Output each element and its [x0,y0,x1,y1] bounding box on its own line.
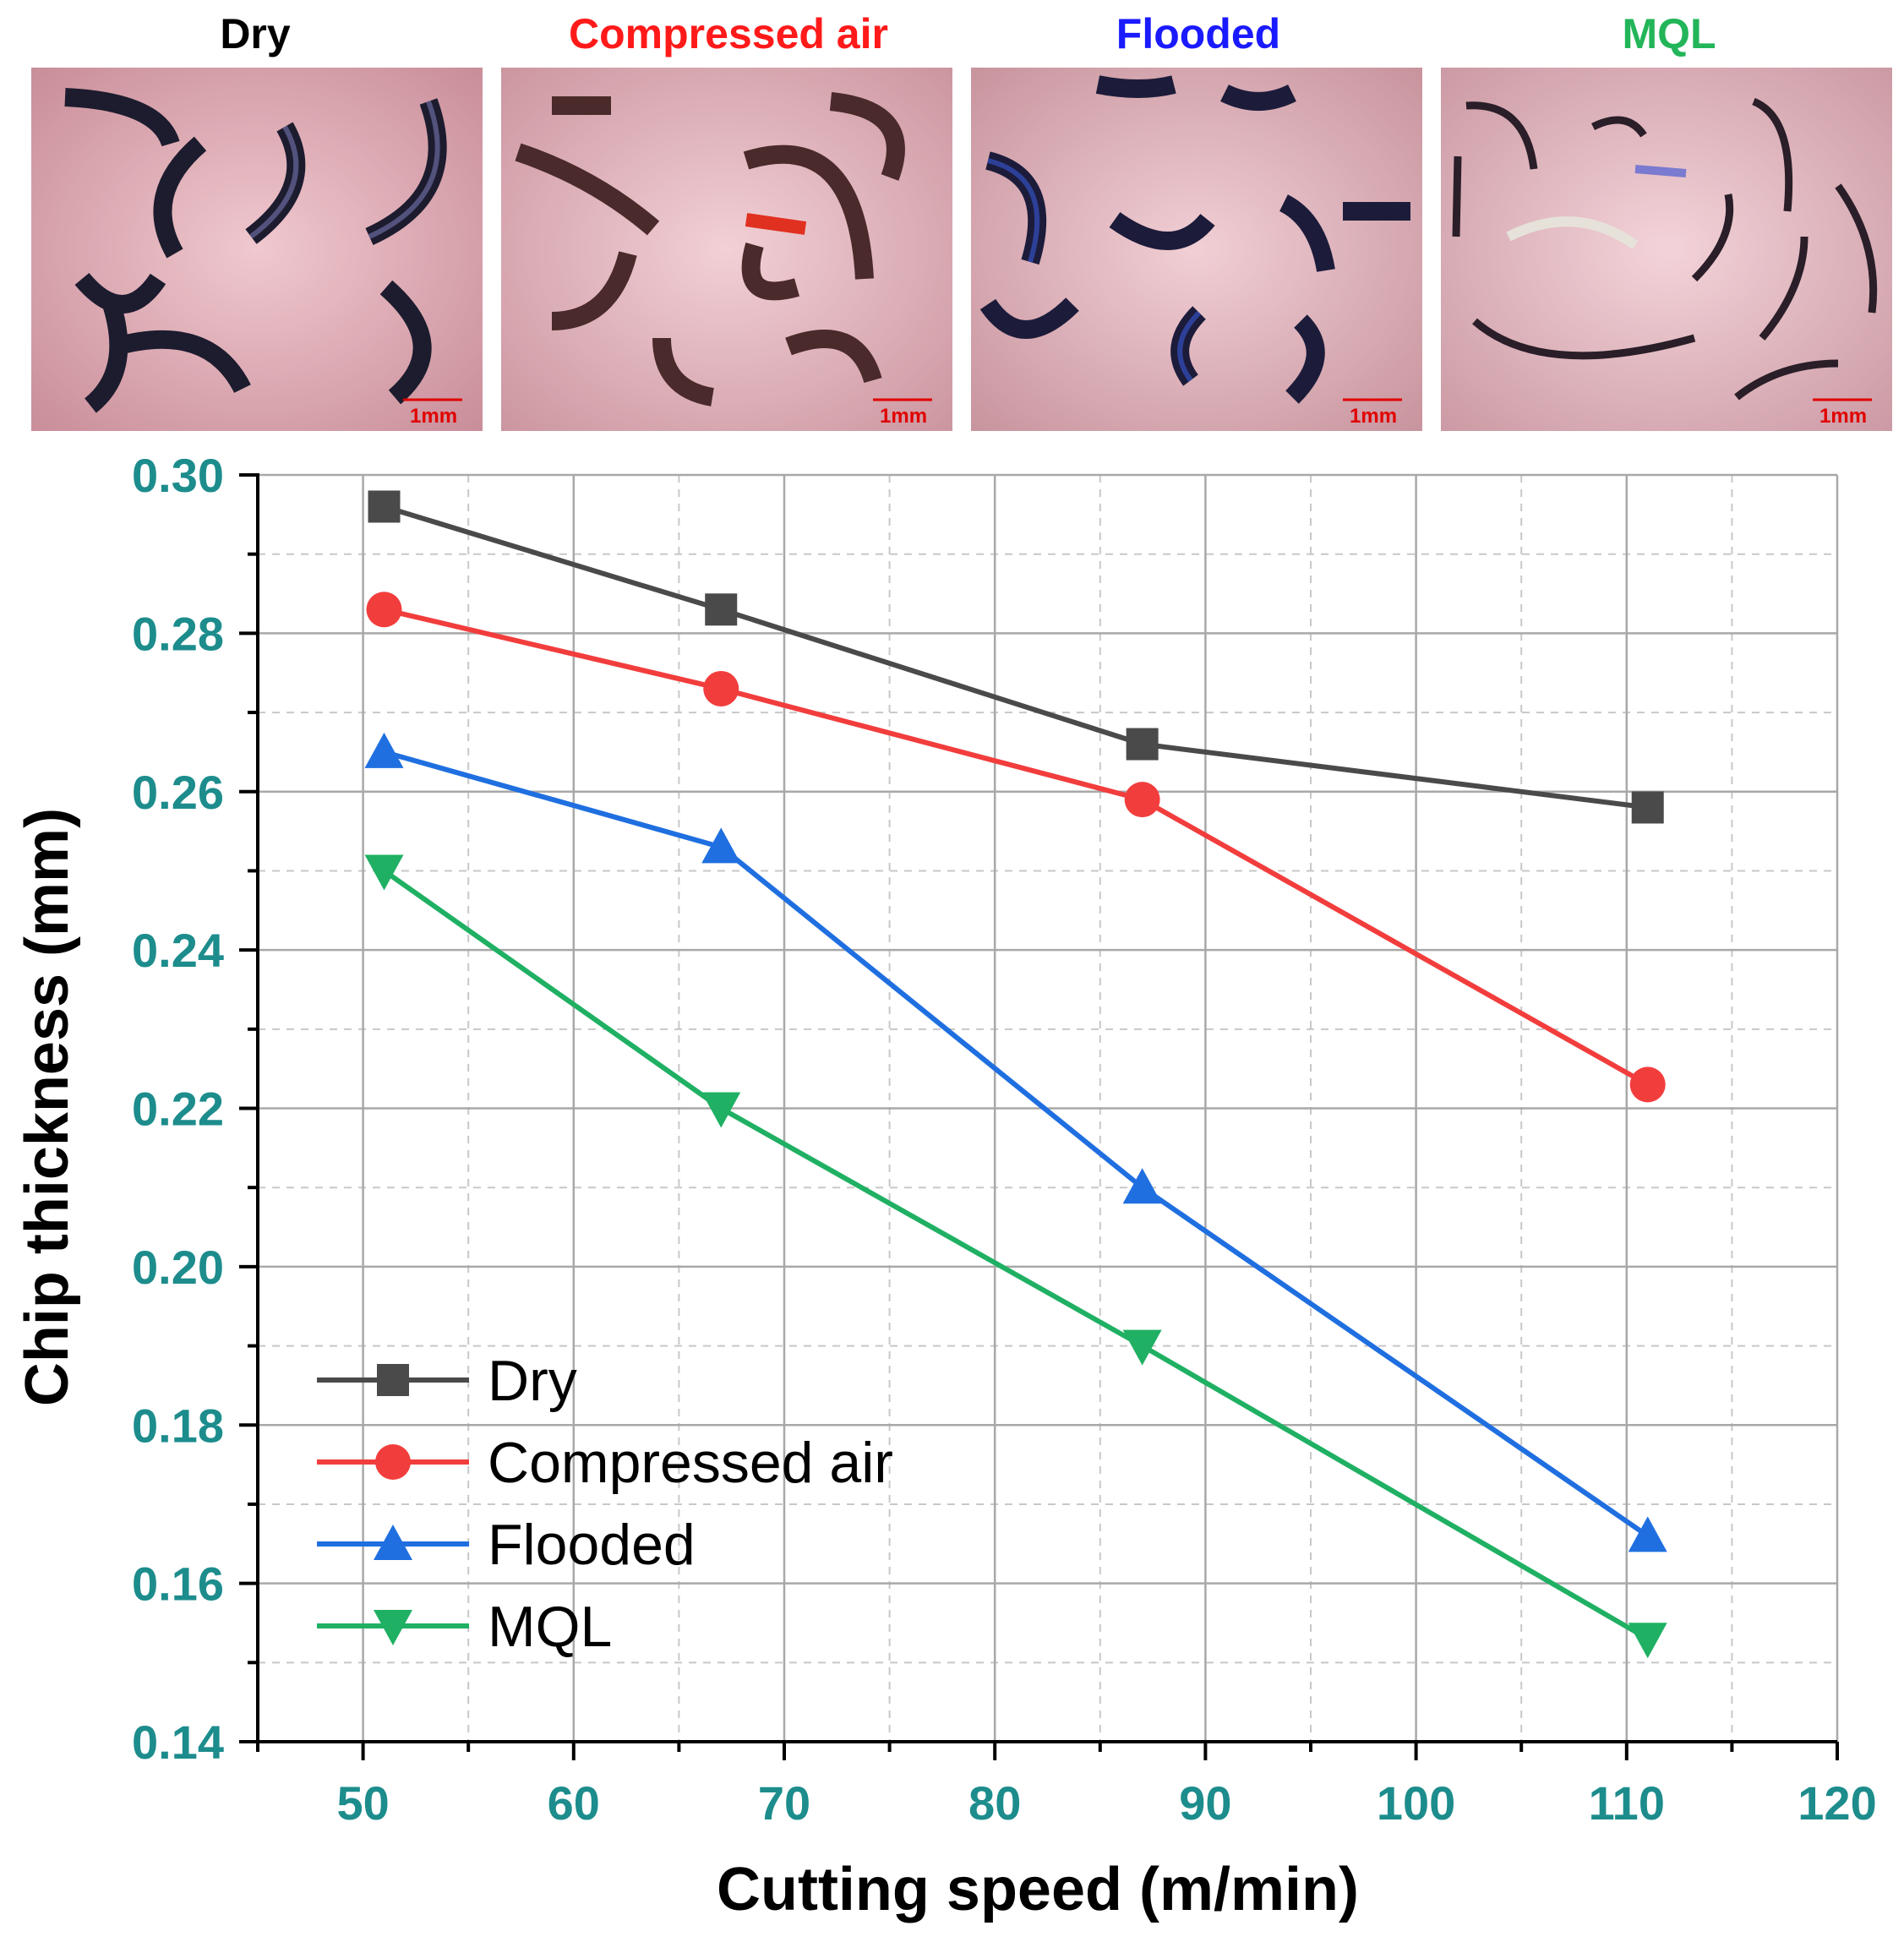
photo-mql-chips: 1mm [1441,68,1892,431]
data-point-2-2 [1122,1168,1162,1204]
legend-marker-3 [374,1610,412,1645]
x-tick-label: 70 [758,1776,810,1830]
data-point-0-3 [1631,791,1664,824]
y-tick-label: 0.16 [132,1557,224,1611]
x-tick-label: 80 [968,1776,1021,1830]
data-point-2-3 [1628,1516,1667,1552]
chart-axes: 50 60 70 80 90 100 110 120 0.14 0.16 0.18 0.20 0.22 0… [132,449,1877,1830]
photo-label-compressed-air: Compressed air [569,10,888,57]
x-tick-label: 100 [1377,1776,1455,1830]
x-tick-label: 110 [1589,1776,1665,1830]
x-axis-title: Cutting speed (m/min) [717,1856,1359,1923]
data-point-3-0 [364,854,404,891]
scale-bar-label-dry: 1mm [410,405,457,428]
y-tick-label: 0.28 [132,607,224,660]
photo-label-mql: MQL [1622,10,1716,57]
y-tick-label: 0.24 [132,924,224,977]
photo-label-dry: Dry [220,10,291,57]
data-point-1-2 [1124,782,1160,818]
data-point-0-0 [368,490,401,523]
x-tick-label: 120 [1798,1776,1876,1830]
photo-dry-chips: 1mm [31,68,483,431]
legend-label-3: MQL [488,1595,612,1659]
data-point-3-3 [1628,1623,1667,1659]
data-point-3-1 [701,1092,741,1128]
legend-label-1: Compressed air [488,1431,893,1495]
series-line-3 [382,868,1650,1641]
photo-flooded-chips: 1mm [971,68,1422,431]
data-point-0-2 [1126,728,1159,761]
legend-marker-2 [374,1525,412,1560]
series-line-2 [383,750,1650,1538]
data-point-1-1 [703,670,739,706]
scale-bar-label-compressed-air: 1mm [880,405,927,428]
series-line-1 [383,607,1650,1088]
photo-label-flooded: Flooded [1116,10,1281,57]
data-point-1-0 [366,592,402,628]
chart-legend: Dry Compressed air Flooded MQL [317,1349,893,1659]
data-point-0-1 [705,593,738,626]
y-axis-title: Chip thickness (mm) [14,808,81,1406]
scale-bar-label-flooded: 1mm [1350,405,1397,428]
photo-compressed-air-chips: 1mm [501,68,952,431]
chip-thickness-chart: 50 60 70 80 90 100 110 120 0.14 0.16 0.18 0.20 0.22 0… [14,449,1877,1923]
data-point-2-0 [364,732,404,768]
x-tick-label: 90 [1179,1776,1231,1830]
y-tick-label: 0.20 [132,1241,224,1294]
y-tick-label: 0.14 [132,1716,224,1769]
series-line-0 [383,504,1649,810]
data-point-3-2 [1122,1329,1162,1366]
data-point-1-3 [1629,1067,1666,1103]
legend-label-0: Dry [488,1349,577,1413]
y-tick-label: 0.18 [132,1399,224,1452]
x-tick-label: 60 [548,1776,600,1830]
legend-marker-0 [377,1364,409,1396]
data-point-2-1 [701,827,741,864]
y-tick-label: 0.26 [132,766,224,819]
y-tick-label: 0.30 [132,449,224,502]
legend-marker-1 [375,1444,411,1480]
scale-bar-label-mql: 1mm [1819,405,1867,428]
y-tick-label: 0.22 [132,1083,224,1136]
x-tick-label: 50 [336,1776,389,1830]
legend-label-2: Flooded [488,1513,696,1577]
chart-series [364,490,1667,1659]
